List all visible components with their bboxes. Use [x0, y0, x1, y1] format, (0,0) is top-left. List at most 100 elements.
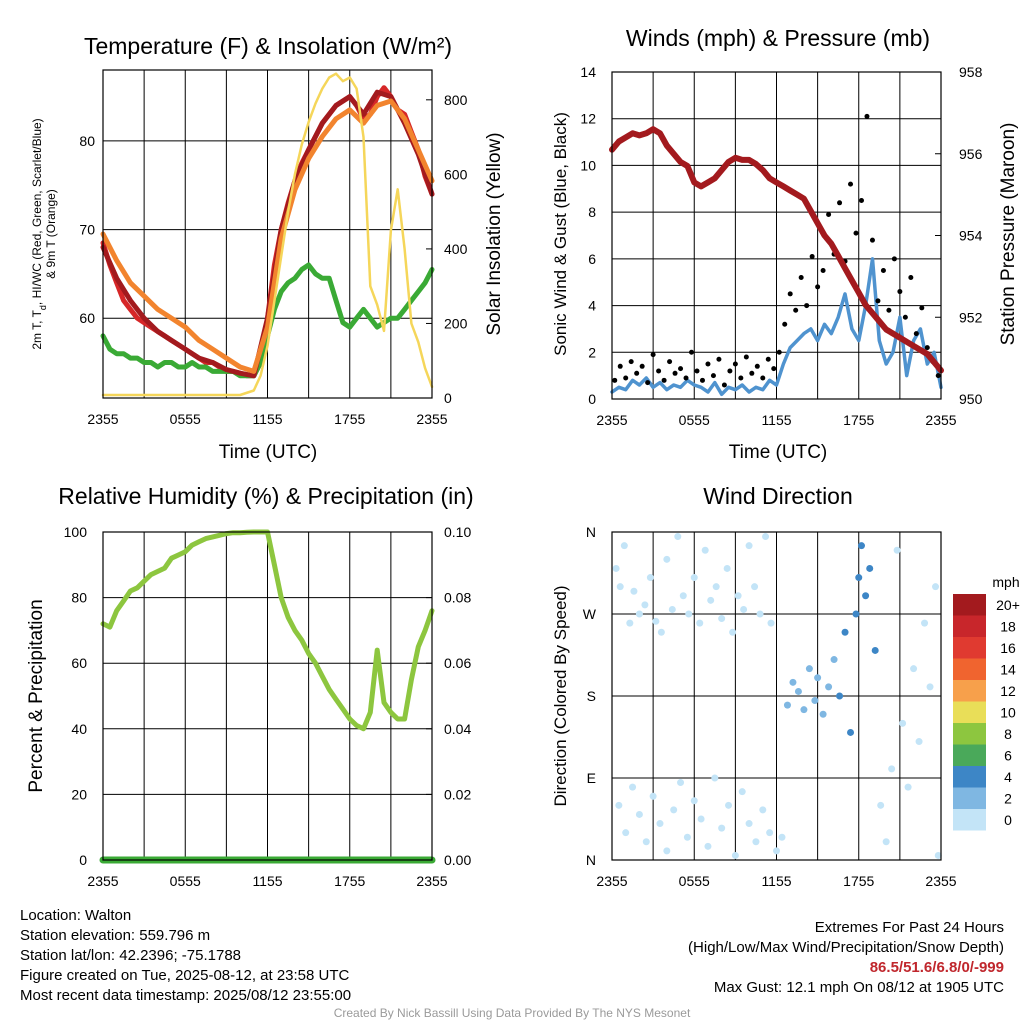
gust-point — [793, 307, 799, 313]
gust-point — [738, 375, 744, 381]
legend-label: 16 — [1000, 640, 1016, 656]
gust-point — [826, 211, 832, 217]
direction-point — [857, 542, 865, 550]
x-axis-label: Time (UTC) — [729, 442, 828, 463]
gust-point — [727, 368, 733, 374]
direction-point — [629, 783, 637, 791]
gust-point — [875, 298, 881, 304]
gust-point — [661, 377, 667, 383]
gust-point — [699, 377, 705, 383]
y2-tick-label: 950 — [959, 391, 983, 407]
x-tick-label: 2355 — [596, 412, 627, 428]
gust-point — [694, 368, 700, 374]
x-tick-label: 2355 — [416, 873, 447, 889]
direction-point — [723, 564, 731, 572]
y-axis-label-line2: & 9m T (Orange) — [44, 189, 58, 279]
y-tick-label: 40 — [71, 721, 87, 737]
chart-title: Relative Humidity (%) & Precipitation (i… — [58, 483, 473, 509]
gust-point — [935, 373, 941, 379]
direction-point — [712, 583, 720, 591]
direction-point — [825, 683, 833, 691]
y-tick-label: 0 — [79, 852, 87, 868]
y-tick-label: 80 — [71, 590, 87, 606]
direction-point — [745, 542, 753, 550]
gust-point — [743, 354, 749, 360]
direction-point — [773, 847, 780, 855]
legend-label: 14 — [1000, 662, 1016, 678]
plot-border — [611, 71, 942, 400]
direction-point — [751, 583, 759, 591]
direction-point — [616, 583, 624, 591]
direction-point — [877, 801, 885, 809]
y-axis-label: Direction (Colored By Speed) — [551, 585, 570, 806]
direction-point — [663, 847, 671, 855]
y2-tick-label: 0.00 — [444, 852, 471, 868]
direction-point — [752, 838, 760, 846]
direction-point — [711, 774, 719, 782]
x-tick-label: 2355 — [416, 411, 447, 427]
legend-label: 6 — [1004, 748, 1012, 764]
direction-point — [862, 592, 870, 600]
x-tick-label: 1755 — [843, 873, 874, 889]
gust-point — [639, 363, 645, 369]
y-tick-label: N — [586, 852, 596, 868]
direction-point — [800, 706, 808, 714]
direction-point — [731, 851, 739, 859]
legend-swatch — [953, 744, 986, 766]
legend-label: 8 — [1004, 726, 1012, 742]
y-axis-label: Sonic Wind & Gust (Blue, Black) — [551, 112, 570, 356]
extremes-subtitle: (High/Low/Max Wind/Precipitation/Snow De… — [688, 939, 1004, 956]
direction-point — [683, 833, 691, 841]
gust-point — [787, 291, 793, 297]
gust-point — [869, 237, 875, 243]
gust-point — [924, 345, 930, 351]
direction-point — [794, 687, 802, 695]
direction-point — [704, 842, 712, 850]
gust-point — [628, 359, 634, 365]
chart-title: Winds (mph) & Pressure (mb) — [626, 25, 930, 51]
direction-point — [762, 533, 770, 541]
direction-point — [642, 838, 650, 846]
max-gust-text: Max Gust: 12.1 mph On 08/12 at 1905 UTC — [713, 979, 1004, 996]
direction-point — [690, 797, 698, 805]
direction-point — [767, 619, 775, 627]
plot-border — [611, 531, 942, 861]
legend-label: 18 — [1000, 619, 1016, 635]
gust-point — [891, 256, 897, 262]
y-tick-label: 80 — [79, 133, 95, 149]
x-tick-label: 0555 — [679, 873, 710, 889]
x-tick-label: 2355 — [87, 873, 118, 889]
x-tick-label: 2355 — [925, 412, 956, 428]
series-line-9m-t — [100, 98, 435, 374]
gust-point — [683, 375, 689, 381]
gust-point — [837, 200, 843, 206]
y2-tick-label: 958 — [959, 64, 983, 80]
y-tick-label: 20 — [71, 786, 87, 802]
y2-tick-label: 956 — [959, 146, 983, 162]
extremes-values: 86.5/51.6/6.8/0/-999 — [869, 959, 1004, 976]
legend-swatch — [953, 787, 986, 809]
gust-point — [672, 370, 678, 376]
x-tick-label: 0555 — [170, 873, 201, 889]
direction-point — [756, 610, 764, 618]
created-text: Figure created on Tue, 2025-08-12, at 23… — [20, 967, 350, 984]
y2-tick-label: 0.06 — [444, 655, 471, 671]
x-tick-label: 1155 — [761, 412, 791, 428]
y-tick-label: 0 — [588, 391, 596, 407]
gust-point — [776, 349, 782, 355]
legend-label: 12 — [1000, 683, 1016, 699]
direction-point — [701, 546, 709, 554]
direction-point — [635, 610, 643, 618]
y2-tick-label: 0.08 — [444, 590, 471, 606]
direction-point — [904, 783, 912, 791]
gust-point — [897, 289, 903, 295]
x-tick-label: 2355 — [596, 873, 627, 889]
direction-point — [622, 829, 630, 837]
y2-tick-label: 952 — [959, 309, 983, 325]
direction-point — [830, 656, 838, 664]
x-axis-label: Time (UTC) — [219, 442, 318, 463]
x-tick-label: 0555 — [679, 412, 710, 428]
direction-point — [718, 615, 726, 623]
gust-point — [716, 356, 722, 362]
